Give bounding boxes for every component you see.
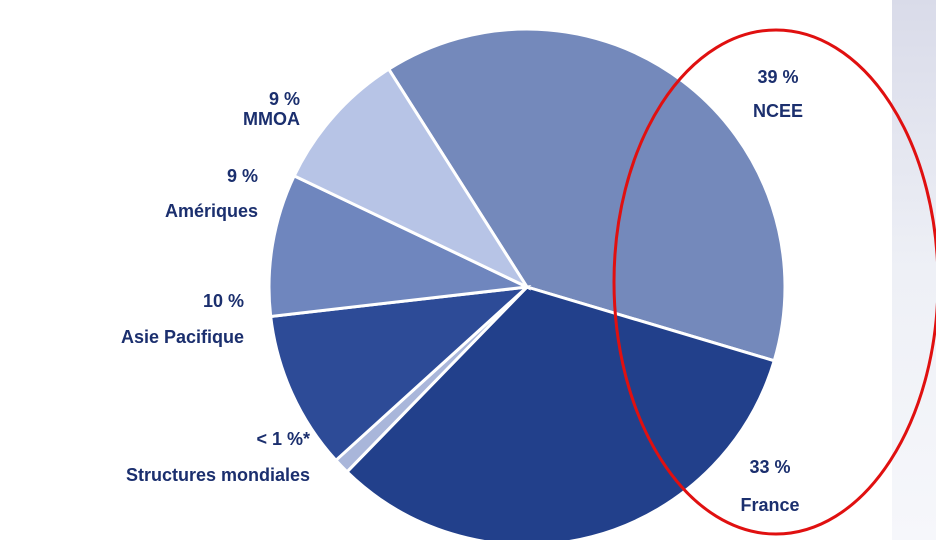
category-label: France	[740, 495, 799, 515]
side-panel	[892, 0, 936, 540]
category-label: NCEE	[753, 101, 803, 121]
value-label: 9 %	[269, 89, 300, 109]
highlight-ellipse	[612, 28, 936, 536]
labels: 39 % NCEE 33 % France < 1 %* Structures mondi…	[121, 67, 803, 515]
category-label: MMOA	[243, 109, 300, 129]
value-label: 39 %	[757, 67, 798, 87]
value-label: 10 %	[203, 291, 244, 311]
pie-slice	[344, 285, 777, 540]
category-label: Structures mondiales	[126, 465, 310, 485]
category-label: Amériques	[165, 201, 258, 221]
pie-slice	[386, 27, 787, 363]
pie	[267, 27, 787, 540]
value-label: < 1 %*	[256, 429, 310, 449]
category-label: Asie Pacifique	[121, 327, 244, 347]
pie-slice	[269, 284, 532, 463]
pie-slice	[267, 173, 533, 319]
value-label: 33 %	[749, 457, 790, 477]
pie-slice	[292, 67, 532, 291]
value-label: 9 %	[227, 166, 258, 186]
